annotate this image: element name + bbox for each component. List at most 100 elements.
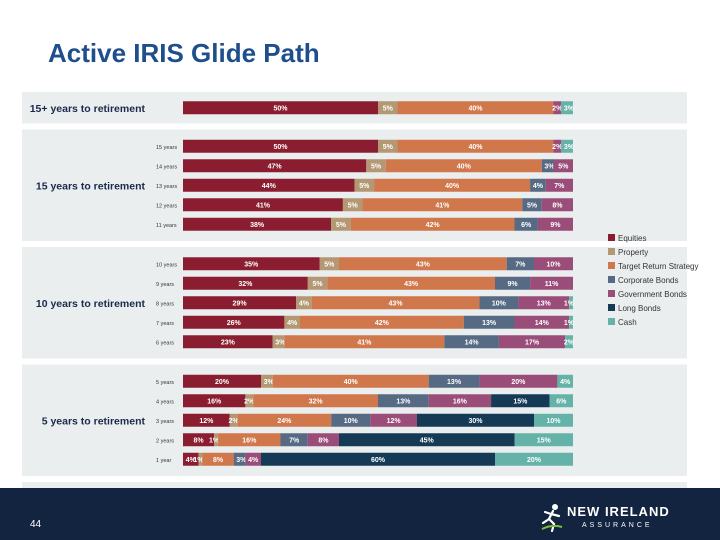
row-label: 13 years	[156, 184, 177, 190]
data-label: 38%	[250, 222, 265, 229]
data-label: 5%	[371, 163, 382, 170]
data-label: 5%	[558, 163, 569, 170]
data-label: 2%	[228, 418, 239, 425]
data-label: 4%	[533, 183, 544, 190]
bar-segment-corporate-bonds	[514, 217, 538, 231]
data-label: 32%	[238, 281, 253, 288]
bar-segment-corporate-bonds	[463, 315, 515, 329]
data-label: 23%	[221, 339, 236, 346]
row-label: 9 years	[156, 282, 174, 288]
data-label: 10%	[492, 300, 507, 307]
footer-bar: 44 NEW IRELAND ASSURANCE	[0, 488, 720, 540]
legend-label: Long Bonds	[618, 304, 661, 313]
data-label: 35%	[244, 261, 259, 268]
data-label: 15%	[513, 398, 528, 405]
bar-segment-government-bonds	[545, 178, 573, 192]
bar-segment-target-return-strategy	[397, 139, 554, 153]
bar-segment-cash	[534, 413, 573, 427]
bar-segment-equities	[183, 198, 343, 212]
group-label: 10 years to retirement	[36, 298, 146, 310]
data-label: 2%	[552, 105, 563, 112]
bar-segment-corporate-bonds	[541, 159, 554, 173]
data-label: 5%	[383, 105, 394, 112]
data-label: 1%	[564, 300, 575, 307]
bar-segment-equities	[183, 139, 378, 153]
bar-segment-corporate-bonds	[331, 413, 371, 427]
bar-segment-corporate-bonds	[428, 374, 480, 388]
bar-segment-equities	[183, 335, 273, 349]
bar-segment-property	[378, 139, 398, 153]
bar-segment-equities	[183, 394, 246, 408]
bar-segment-corporate-bonds	[530, 178, 546, 192]
row-label: 12 years	[156, 203, 177, 209]
data-label: 44%	[262, 183, 277, 190]
data-label: 11%	[545, 281, 559, 288]
row-label: 8 years	[156, 301, 174, 307]
data-label: 4%	[186, 457, 197, 464]
data-label: 13%	[537, 300, 552, 307]
data-label: 13%	[482, 320, 497, 327]
bar-segment-property	[245, 394, 254, 408]
bar-segment-target-return-strategy	[385, 159, 542, 173]
data-label: 3%	[236, 457, 247, 464]
data-label: 6%	[556, 398, 567, 405]
data-label: 2%	[564, 339, 575, 346]
bar-segment-government-bonds	[498, 335, 566, 349]
data-label: 5%	[383, 144, 394, 151]
bar-segment-cash	[565, 335, 573, 349]
bar-segment-property	[198, 452, 203, 466]
bar-segment-cash	[561, 139, 573, 153]
data-label: 16%	[453, 398, 468, 405]
data-label: 41%	[357, 339, 372, 346]
bar-segment-target-return-strategy	[362, 198, 523, 212]
bar-segment-property	[296, 296, 312, 310]
glide-path-chart: 15+ years to retirement 50% 5% 40% 2% 3%15 ye…	[22, 92, 698, 488]
bar-segment-government-bonds	[541, 198, 573, 212]
group-band	[22, 482, 687, 488]
data-label: 43%	[416, 261, 431, 268]
bar-segment-property	[354, 178, 375, 192]
data-label: 10%	[344, 418, 359, 425]
data-label: 5%	[359, 183, 370, 190]
data-label: 7%	[289, 437, 300, 444]
data-label: 3%	[564, 105, 575, 112]
data-label: 10%	[546, 418, 561, 425]
data-label: 24%	[277, 418, 292, 425]
data-label: 3%	[264, 379, 275, 386]
data-label: 14%	[535, 320, 550, 327]
bar-segment-government-bonds	[553, 101, 562, 115]
data-label: 41%	[435, 202, 450, 209]
bar-segment-property	[272, 335, 285, 349]
bar-segment-government-bonds	[534, 257, 573, 271]
bar-segment-corporate-bonds	[444, 335, 499, 349]
data-label: 29%	[233, 300, 248, 307]
data-label: 16%	[207, 398, 222, 405]
bar-segment-property	[319, 257, 339, 271]
bar-segment-property	[261, 374, 273, 388]
bar-segment-target-return-strategy	[397, 101, 554, 115]
legend-label: Target Return Strategy	[618, 262, 698, 271]
data-label: 3%	[544, 163, 555, 170]
data-label: 5%	[324, 261, 335, 268]
bar-segment-target-return-strategy	[339, 257, 507, 271]
row-label: 14 years	[156, 164, 177, 170]
data-label: 2%	[552, 144, 563, 151]
data-label: 12%	[387, 418, 402, 425]
legend-label: Corporate Bonds	[618, 276, 678, 285]
bar-segment-corporate-bonds	[233, 452, 246, 466]
data-label: 50%	[273, 105, 288, 112]
bar-segment-property	[214, 433, 219, 447]
bar-segment-property	[366, 159, 386, 173]
legend-label: Cash	[618, 318, 637, 327]
group-label: 5 years to retirement	[42, 415, 146, 427]
data-label: 4%	[560, 379, 571, 386]
bar-segment-government-bonds	[428, 394, 492, 408]
data-label: 9%	[507, 281, 518, 288]
data-label: 2%	[244, 398, 255, 405]
data-label: 47%	[268, 163, 283, 170]
data-label: 14%	[465, 339, 480, 346]
bar-segment-equities	[183, 452, 199, 466]
data-label: 16%	[242, 437, 257, 444]
legend-swatch-equities	[608, 234, 615, 241]
bar-segment-equities	[183, 276, 308, 290]
